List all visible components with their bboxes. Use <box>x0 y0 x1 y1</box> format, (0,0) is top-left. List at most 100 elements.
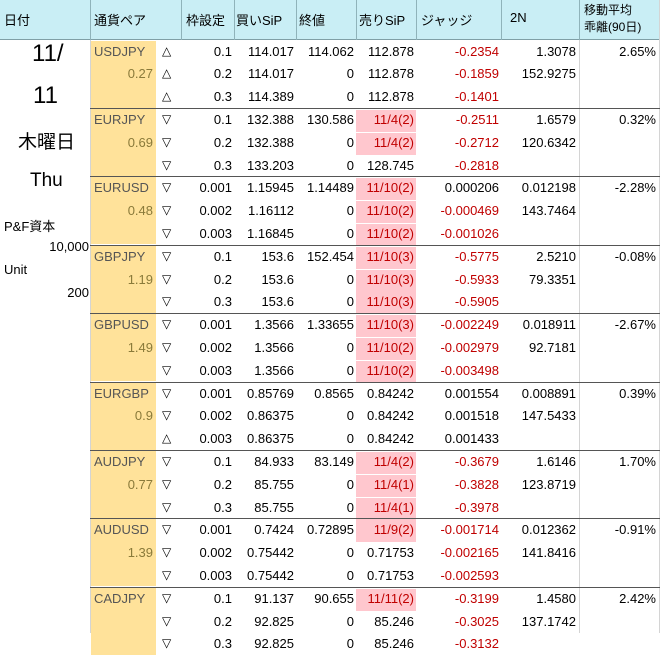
pair-name[interactable]: EURGBP <box>94 386 149 401</box>
frame-cell[interactable]: 0.003 <box>199 226 232 241</box>
sell-sip-cell[interactable]: 11/10(2) <box>366 363 414 378</box>
buy-sip-cell[interactable]: 0.75442 <box>247 545 294 560</box>
close-cell[interactable]: 0.8565 <box>314 386 354 401</box>
buy-sip-cell[interactable]: 114.017 <box>247 66 294 81</box>
close-cell[interactable]: 0 <box>346 66 354 81</box>
judge-cell[interactable]: -0.001026 <box>440 226 499 241</box>
buy-sip-cell[interactable]: 0.86375 <box>247 431 294 446</box>
n2-cell[interactable]: 1.6146 <box>536 454 576 469</box>
buy-sip-cell[interactable]: 1.16845 <box>247 226 294 241</box>
frame-cell[interactable]: 0.003 <box>199 431 232 446</box>
buy-sip-cell[interactable]: 91.137 <box>254 591 294 606</box>
close-cell[interactable]: 130.586 <box>307 112 354 127</box>
judge-cell[interactable]: -0.2511 <box>455 112 499 127</box>
judge-cell[interactable]: -0.1401 <box>454 89 499 104</box>
ma-deviation[interactable]: 1.70% <box>619 454 656 469</box>
sell-sip-cell[interactable]: 11/10(3) <box>366 294 414 309</box>
judge-cell[interactable]: 0.001518 <box>444 408 499 423</box>
close-cell[interactable]: 1.14489 <box>307 180 354 195</box>
sell-sip-cell[interactable]: 11/4(2) <box>373 112 414 127</box>
ma-deviation[interactable]: -2.28% <box>614 180 656 195</box>
frame-cell[interactable]: 0.001 <box>199 180 232 195</box>
n2-cell[interactable]: 2.5210 <box>536 249 576 264</box>
buy-sip-cell[interactable]: 132.388 <box>247 112 294 127</box>
judge-cell[interactable]: -0.1859 <box>454 66 499 81</box>
judge-cell[interactable]: -0.3025 <box>454 614 499 629</box>
n2-cell[interactable]: 0.018911 <box>522 317 576 332</box>
close-cell[interactable]: 0 <box>346 203 354 218</box>
n2-cell[interactable]: 92.7181 <box>529 340 576 355</box>
buy-sip-cell[interactable]: 132.388 <box>247 135 294 150</box>
judge-cell[interactable]: -0.5775 <box>454 249 499 264</box>
sell-sip-cell[interactable]: 11/10(2) <box>366 203 414 218</box>
frame-cell[interactable]: 0.002 <box>199 408 232 423</box>
buy-sip-cell[interactable]: 85.755 <box>254 477 294 492</box>
pair-name[interactable]: AUDJPY <box>94 454 146 469</box>
pair-name[interactable]: EURJPY <box>94 112 146 127</box>
buy-sip-cell[interactable]: 0.7424 <box>254 522 294 537</box>
judge-cell[interactable]: -0.002979 <box>440 340 499 355</box>
judge-cell[interactable]: -0.003498 <box>440 363 499 378</box>
buy-sip-cell[interactable]: 1.15945 <box>247 180 294 195</box>
sell-sip-cell[interactable]: 0.71753 <box>367 545 414 560</box>
frame-cell[interactable]: 0.1 <box>213 112 232 127</box>
n2-cell[interactable]: 0.008891 <box>521 386 576 401</box>
pair-name[interactable]: USDJPY <box>94 44 146 59</box>
buy-sip-cell[interactable]: 0.85769 <box>247 386 294 401</box>
n2-cell[interactable]: 120.6342 <box>521 135 576 150</box>
close-cell[interactable]: 90.655 <box>314 591 354 606</box>
judge-cell[interactable]: 0.001433 <box>444 431 499 446</box>
n2-cell[interactable]: 1.3078 <box>536 44 576 59</box>
sell-sip-cell[interactable]: 11/4(2) <box>373 454 414 469</box>
n2-cell[interactable]: 137.1742 <box>521 614 576 629</box>
sell-sip-cell[interactable]: 0.71753 <box>367 568 414 583</box>
buy-sip-cell[interactable]: 153.6 <box>261 272 294 287</box>
sell-sip-cell[interactable]: 128.745 <box>367 158 414 173</box>
sell-sip-cell[interactable]: 11/10(3) <box>366 249 414 264</box>
ma-deviation[interactable]: -2.67% <box>614 317 656 332</box>
frame-cell[interactable]: 0.3 <box>213 500 232 515</box>
sell-sip-cell[interactable]: 11/10(2) <box>366 180 414 195</box>
pair-name[interactable]: GBPJPY <box>94 249 146 264</box>
close-cell[interactable]: 0 <box>346 500 354 515</box>
n2-cell[interactable]: 0.012362 <box>521 522 576 537</box>
n2-cell[interactable]: 1.4580 <box>536 591 576 606</box>
close-cell[interactable]: 0 <box>346 158 354 173</box>
judge-cell[interactable]: -0.2712 <box>454 135 499 150</box>
close-cell[interactable]: 0 <box>346 272 354 287</box>
sell-sip-cell[interactable]: 85.246 <box>374 614 414 629</box>
n2-cell[interactable]: 79.3351 <box>529 272 576 287</box>
frame-cell[interactable]: 0.1 <box>213 44 232 59</box>
judge-cell[interactable]: 0.000206 <box>444 180 499 195</box>
n2-cell[interactable]: 0.012198 <box>521 180 576 195</box>
frame-cell[interactable]: 0.002 <box>199 340 232 355</box>
judge-cell[interactable]: -0.3978 <box>454 500 499 515</box>
buy-sip-cell[interactable]: 0.86375 <box>247 408 294 423</box>
buy-sip-cell[interactable]: 92.825 <box>254 636 294 651</box>
close-cell[interactable]: 0 <box>346 408 354 423</box>
close-cell[interactable]: 0 <box>346 226 354 241</box>
sell-sip-cell[interactable]: 0.84242 <box>367 386 414 401</box>
judge-cell[interactable]: -0.3679 <box>454 454 499 469</box>
sell-sip-cell[interactable]: 0.84242 <box>367 408 414 423</box>
frame-cell[interactable]: 0.003 <box>199 363 232 378</box>
frame-cell[interactable]: 0.002 <box>199 203 232 218</box>
ma-deviation[interactable]: -0.08% <box>614 249 656 264</box>
close-cell[interactable]: 114.062 <box>307 44 354 59</box>
judge-cell[interactable]: -0.3828 <box>454 477 499 492</box>
sell-sip-cell[interactable]: 11/10(2) <box>366 340 414 355</box>
buy-sip-cell[interactable]: 92.825 <box>254 614 294 629</box>
n2-cell[interactable]: 141.8416 <box>521 545 576 560</box>
buy-sip-cell[interactable]: 114.017 <box>247 44 294 59</box>
frame-cell[interactable]: 0.001 <box>199 522 232 537</box>
pair-name[interactable]: AUDUSD <box>94 522 149 537</box>
close-cell[interactable]: 0 <box>346 340 354 355</box>
n2-cell[interactable]: 1.6579 <box>536 112 576 127</box>
buy-sip-cell[interactable]: 133.203 <box>247 158 294 173</box>
sell-sip-cell[interactable]: 11/10(3) <box>366 272 414 287</box>
close-cell[interactable]: 0 <box>346 294 354 309</box>
ma-deviation[interactable]: 0.32% <box>619 112 656 127</box>
close-cell[interactable]: 0 <box>346 431 354 446</box>
n2-cell[interactable]: 123.8719 <box>521 477 576 492</box>
